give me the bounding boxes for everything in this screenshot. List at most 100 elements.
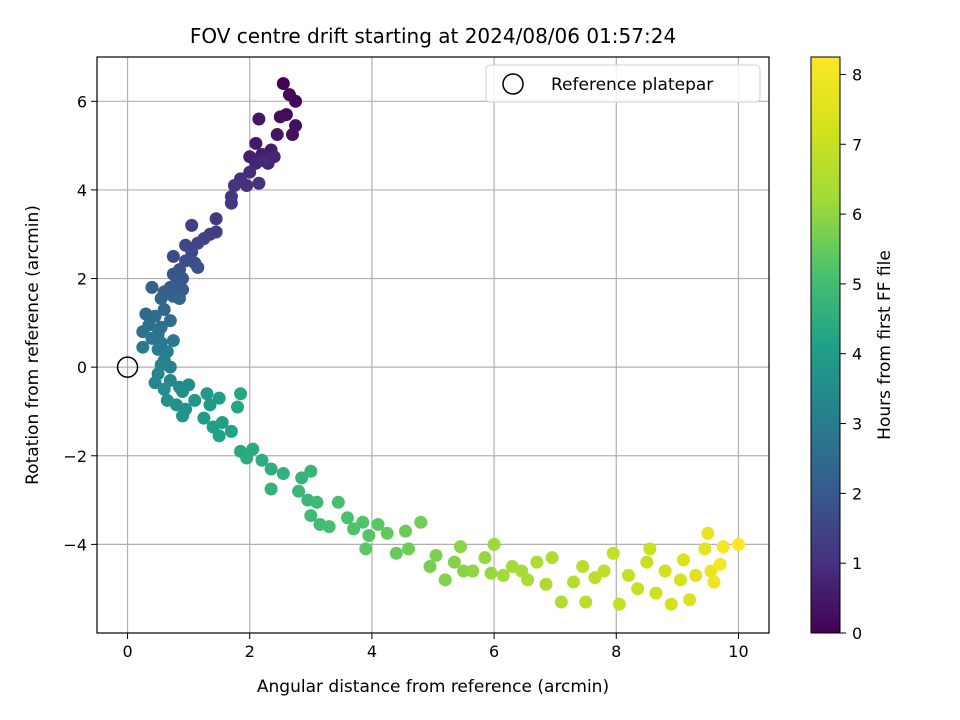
data-point	[487, 537, 501, 551]
data-point	[331, 495, 345, 509]
data-point	[148, 376, 162, 390]
y-tick-label: 4	[77, 181, 87, 200]
data-point	[588, 571, 602, 585]
colorbar-tick-label: 0	[852, 624, 862, 643]
data-point	[658, 564, 672, 578]
data-point	[554, 595, 568, 609]
data-point	[402, 542, 416, 556]
legend: Reference platepar	[485, 64, 761, 103]
data-point	[255, 453, 269, 467]
data-point	[683, 593, 697, 607]
x-axis-ticks: 0 2 4 6 8 10	[122, 633, 749, 661]
data-point	[285, 128, 299, 142]
plot-frame	[96, 56, 770, 634]
data-point	[145, 280, 159, 294]
data-point	[399, 524, 413, 538]
y-tick-label: −4	[63, 535, 87, 554]
data-point	[136, 325, 150, 339]
y-tick-label: −2	[63, 447, 87, 466]
data-point	[362, 529, 376, 543]
data-point	[209, 225, 223, 239]
x-axis-label: Angular distance from reference (arcmin)	[257, 677, 609, 697]
y-axis-label: Rotation from reference (arcmin)	[23, 205, 43, 485]
data-point	[203, 398, 217, 412]
data-point	[371, 517, 385, 531]
data-point	[457, 564, 471, 578]
data-point	[215, 416, 229, 430]
data-point	[276, 77, 290, 91]
data-point	[270, 128, 284, 142]
data-point	[698, 542, 712, 556]
chart-title: FOV centre drift starting at 2024/08/06 …	[190, 24, 676, 48]
data-point	[176, 385, 190, 399]
data-point	[673, 573, 687, 587]
data-point	[612, 597, 626, 611]
data-point	[224, 424, 238, 438]
data-point	[227, 178, 241, 192]
data-point	[304, 464, 318, 478]
data-point	[310, 495, 324, 509]
data-point	[185, 218, 199, 232]
legend-marker-icon	[502, 73, 524, 95]
data-point	[664, 597, 678, 611]
y-axis-ticks: −4 −2 0 2 4 6	[63, 92, 97, 554]
data-point	[191, 260, 205, 274]
data-point	[597, 564, 611, 578]
data-point	[258, 154, 272, 168]
x-tick-label: 2	[245, 642, 255, 661]
data-point	[295, 471, 309, 485]
data-point	[545, 551, 559, 565]
colorbar-tick-label: 4	[852, 345, 862, 364]
data-point	[704, 564, 718, 578]
colorbar-tick-label: 8	[852, 65, 862, 84]
data-point	[621, 568, 635, 582]
data-point	[252, 176, 266, 190]
data-point	[172, 291, 186, 305]
data-point	[359, 542, 373, 556]
data-point	[340, 511, 354, 525]
colorbar: 0 1 2 3 4 5 6 7 8 Hours from first FF file	[810, 56, 895, 643]
data-point	[240, 451, 254, 465]
x-tick-label: 0	[122, 642, 132, 661]
data-point	[716, 540, 730, 554]
data-point	[649, 586, 663, 600]
data-point	[231, 400, 245, 414]
data-point	[289, 94, 303, 108]
data-point	[484, 566, 498, 580]
data-point	[322, 520, 336, 534]
data-point	[689, 568, 703, 582]
data-point	[423, 560, 437, 574]
data-point	[347, 522, 361, 536]
colorbar-tick-label: 7	[852, 135, 862, 154]
data-point	[154, 291, 168, 305]
data-point	[212, 391, 226, 405]
y-tick-label: 6	[77, 92, 87, 111]
data-point	[243, 165, 257, 179]
data-point	[304, 509, 318, 523]
data-point	[389, 546, 403, 560]
data-point	[447, 555, 461, 569]
data-point	[567, 575, 581, 589]
data-point	[713, 557, 727, 571]
data-point	[264, 482, 278, 496]
data-point	[429, 548, 443, 562]
data-point	[478, 551, 492, 565]
x-tick-label: 8	[611, 642, 621, 661]
data-point	[166, 334, 180, 348]
data-point	[356, 515, 370, 529]
data-point	[676, 553, 690, 567]
colorbar-ticks: 0 1 2 3 4 5 6 7 8	[840, 65, 862, 643]
data-point	[414, 515, 428, 529]
data-point	[576, 560, 590, 574]
x-tick-label: 6	[489, 642, 499, 661]
data-point	[176, 409, 190, 423]
data-point	[380, 526, 394, 540]
data-point	[163, 314, 177, 328]
data-point	[224, 196, 238, 210]
data-point	[707, 575, 721, 589]
data-point	[521, 573, 535, 587]
data-point	[209, 212, 223, 226]
data-point	[276, 466, 290, 480]
grid-lines	[97, 57, 769, 633]
data-point	[579, 595, 593, 609]
